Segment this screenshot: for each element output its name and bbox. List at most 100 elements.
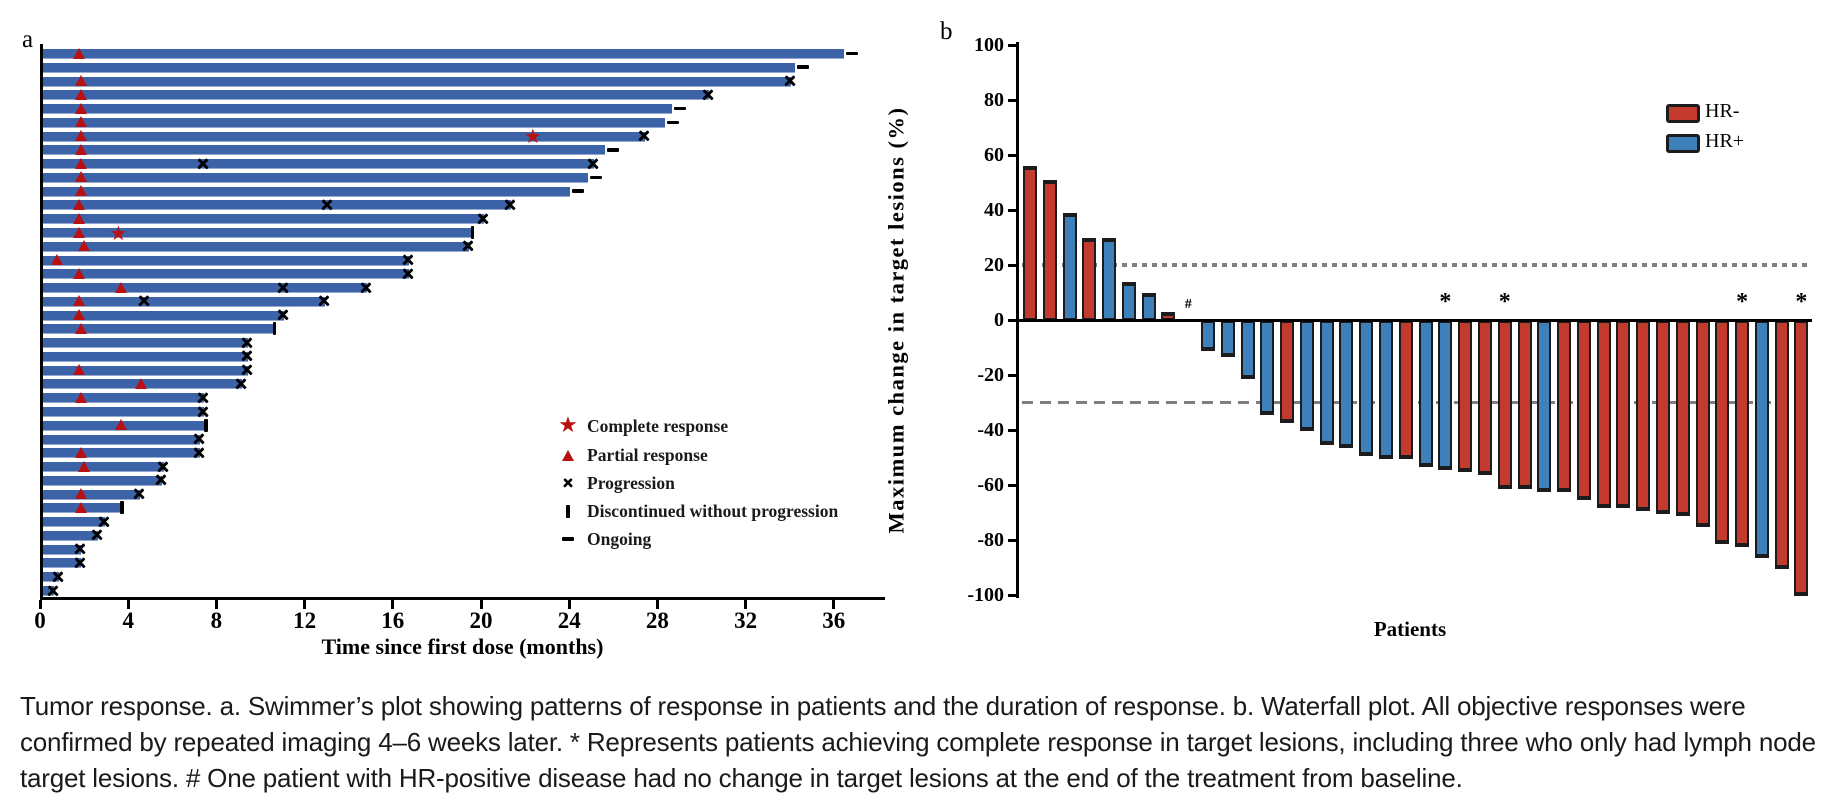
swimmer-bar [41,462,165,473]
progression-end-marker [784,75,796,87]
waterfall-bar-hr-negative [1477,321,1492,475]
partial-response-marker [75,446,88,458]
partial-response-marker [75,157,88,169]
progression-end-marker [241,350,253,362]
partial-response-marker [73,267,86,279]
waterfall-y-tick [1008,98,1016,102]
progression-end-marker [702,89,714,101]
waterfall-y-tick [1008,208,1016,212]
ongoing-end-marker [797,65,810,70]
progression-end-marker [47,585,59,597]
waterfall-bar-hr-positive [1418,321,1433,467]
swimmer-bar [41,530,99,541]
progression-end-marker [197,392,209,404]
discontinued-end-marker [272,322,277,336]
waterfall-bar-hr-positive [1319,321,1334,445]
legend-item-progression: Progression [558,471,675,495]
swimmer-x-tick-label: 0 [34,608,46,633]
waterfall-y-tick-label: -60 [977,474,1004,496]
progression-end-marker [155,474,167,486]
swimmer-x-axis-title: Time since first dose (months) [321,634,604,659]
swimmer-bar [41,407,205,418]
progression-end-marker [193,447,205,459]
swimmer-bar [41,283,368,294]
swimmer-bar [41,572,59,583]
progression-end-marker [98,516,110,528]
swimmer-x-tick [126,600,130,609]
progression-end-marker [402,254,414,266]
complete-response-marker: ★ [109,220,128,245]
waterfall-bar-hr-negative [1715,321,1730,544]
progression-end-marker [74,543,86,555]
swimmer-bar [41,351,249,362]
partial-response-marker [73,295,86,307]
waterfall-bar-hr-negative [1280,321,1295,423]
swimmer-bar [41,255,410,266]
swimmer-bar [41,200,511,211]
waterfall-y-tick-label: 60 [984,144,1004,166]
waterfall-bar-hr-negative [1655,321,1670,514]
swimmer-bar [41,338,249,349]
progression-marker [277,282,289,294]
waterfall-y-tick-label: 0 [994,309,1004,331]
waterfall-bar-hr-positive [1062,212,1077,320]
waterfall-y-axis [1016,42,1019,598]
waterfall-bar-hr-negative [1735,321,1750,547]
swimmer-bar [41,117,665,128]
progression-end-marker [587,158,599,170]
partial-response-marker [115,419,128,431]
partial-response-marker [134,377,147,389]
partial-response-marker [115,281,128,293]
waterfall-bar-hr-negative [1023,166,1037,320]
waterfall-y-tick [1008,593,1016,597]
swimmer-x-tick [479,600,483,609]
discontinued-end-marker [120,501,124,515]
swimmer-bar [41,393,205,404]
panel-b-label: b [940,18,953,45]
waterfall-bar-hr-positive [1754,321,1769,558]
waterfall-x-axis-title: Patients [1373,617,1447,641]
swimmer-x-tick-label: 24 [557,608,581,633]
partial-response-triangle-icon [558,449,578,461]
swimmer-bar [41,172,588,183]
swimmer-x-tick [567,600,571,609]
waterfall-bar-hr-positive [1359,321,1374,456]
ongoing-end-marker [667,120,679,125]
waterfall-y-tick-label: -20 [977,364,1004,386]
waterfall-y-tick-label: 20 [984,254,1004,276]
swimmer-x-tick-label: 32 [734,608,758,633]
swimmer-bar [41,365,249,376]
swimmer-bar [41,448,200,459]
waterfall-bar-hr-positive [1339,321,1354,448]
waterfall-bar-hr-negative [1794,321,1809,596]
progression-marker [321,199,333,211]
partial-response-marker [75,143,88,155]
waterfall-bar-hr-negative [1398,321,1413,459]
legend-item-ongoing: Ongoing [558,527,651,551]
reference-line-plus-20 [1022,263,1812,267]
ongoing-end-marker [673,106,686,111]
partial-response-marker [75,391,88,403]
legend-item-complete-response: ★ Complete response [558,413,729,438]
partial-response-marker [75,171,88,183]
waterfall-bar-hr-positive [1260,321,1275,415]
partial-response-marker [75,322,88,334]
waterfall-bar-hr-negative [1636,321,1651,511]
waterfall-y-tick [1008,318,1016,322]
waterfall-y-tick [1008,43,1016,47]
progression-end-marker [241,364,253,376]
swimmer-x-tick [744,600,748,609]
progression-end-marker [638,130,650,142]
partial-response-marker [73,309,86,321]
waterfall-bar-hr-positive [1438,321,1453,470]
progression-end-marker [462,240,474,252]
swimmer-x-tick [303,600,307,609]
complete-response-star-icon: ★ [558,413,578,438]
swimmer-bar [41,475,163,486]
waterfall-bar-hr-negative [1596,321,1611,508]
partial-response-marker [75,102,88,114]
waterfall-y-tick [1008,263,1016,267]
panel-a-label: a [22,26,34,53]
swimmer-x-tick-label: 16 [381,608,405,633]
ongoing-end-marker [572,189,585,193]
